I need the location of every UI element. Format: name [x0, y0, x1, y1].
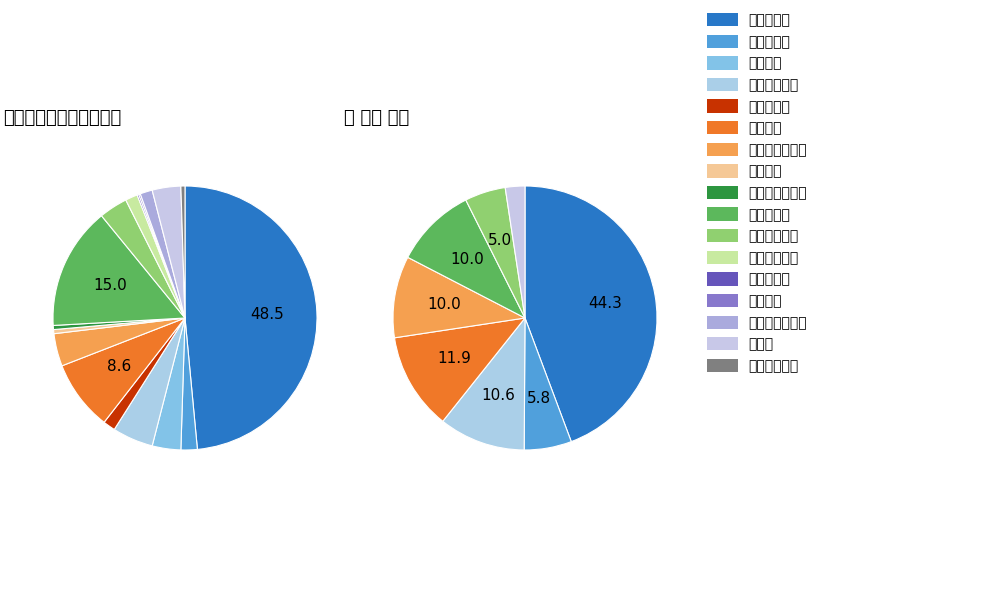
Wedge shape: [53, 318, 185, 329]
Wedge shape: [443, 318, 525, 450]
Wedge shape: [393, 257, 525, 338]
Wedge shape: [408, 200, 525, 318]
Wedge shape: [102, 200, 185, 318]
Text: 10.6: 10.6: [481, 388, 515, 403]
Wedge shape: [126, 195, 185, 318]
Wedge shape: [181, 318, 197, 450]
Wedge shape: [524, 318, 571, 450]
Wedge shape: [152, 186, 185, 318]
Wedge shape: [525, 186, 657, 442]
Text: パ・リーグ全プレイヤー: パ・リーグ全プレイヤー: [3, 109, 122, 127]
Wedge shape: [152, 318, 185, 450]
Wedge shape: [53, 216, 185, 325]
Text: 宗 佑磨 選手: 宗 佑磨 選手: [344, 109, 409, 127]
Wedge shape: [114, 318, 185, 446]
Text: 8.6: 8.6: [107, 359, 132, 374]
Text: 5.8: 5.8: [527, 391, 551, 406]
Wedge shape: [104, 318, 185, 430]
Wedge shape: [505, 186, 525, 318]
Wedge shape: [466, 187, 525, 318]
Text: 11.9: 11.9: [437, 352, 471, 367]
Text: 10.0: 10.0: [427, 297, 461, 312]
Wedge shape: [140, 190, 185, 318]
Text: 5.0: 5.0: [488, 233, 512, 248]
Text: 44.3: 44.3: [589, 296, 622, 311]
Wedge shape: [62, 318, 185, 422]
Text: 15.0: 15.0: [93, 278, 127, 293]
Wedge shape: [54, 318, 185, 366]
Wedge shape: [181, 186, 185, 318]
Wedge shape: [185, 186, 317, 449]
Wedge shape: [137, 194, 185, 318]
Text: 48.5: 48.5: [250, 307, 284, 322]
Wedge shape: [139, 194, 185, 318]
Text: 10.0: 10.0: [451, 252, 484, 267]
Wedge shape: [394, 318, 525, 421]
Wedge shape: [54, 318, 185, 334]
Legend: ストレート, ツーシーム, シュート, カットボール, スプリット, フォーク, チェンジアップ, シンカー, 高速スライダー, スライダー, 縦スライダー, : ストレート, ツーシーム, シュート, カットボール, スプリット, フォーク,…: [707, 13, 807, 373]
